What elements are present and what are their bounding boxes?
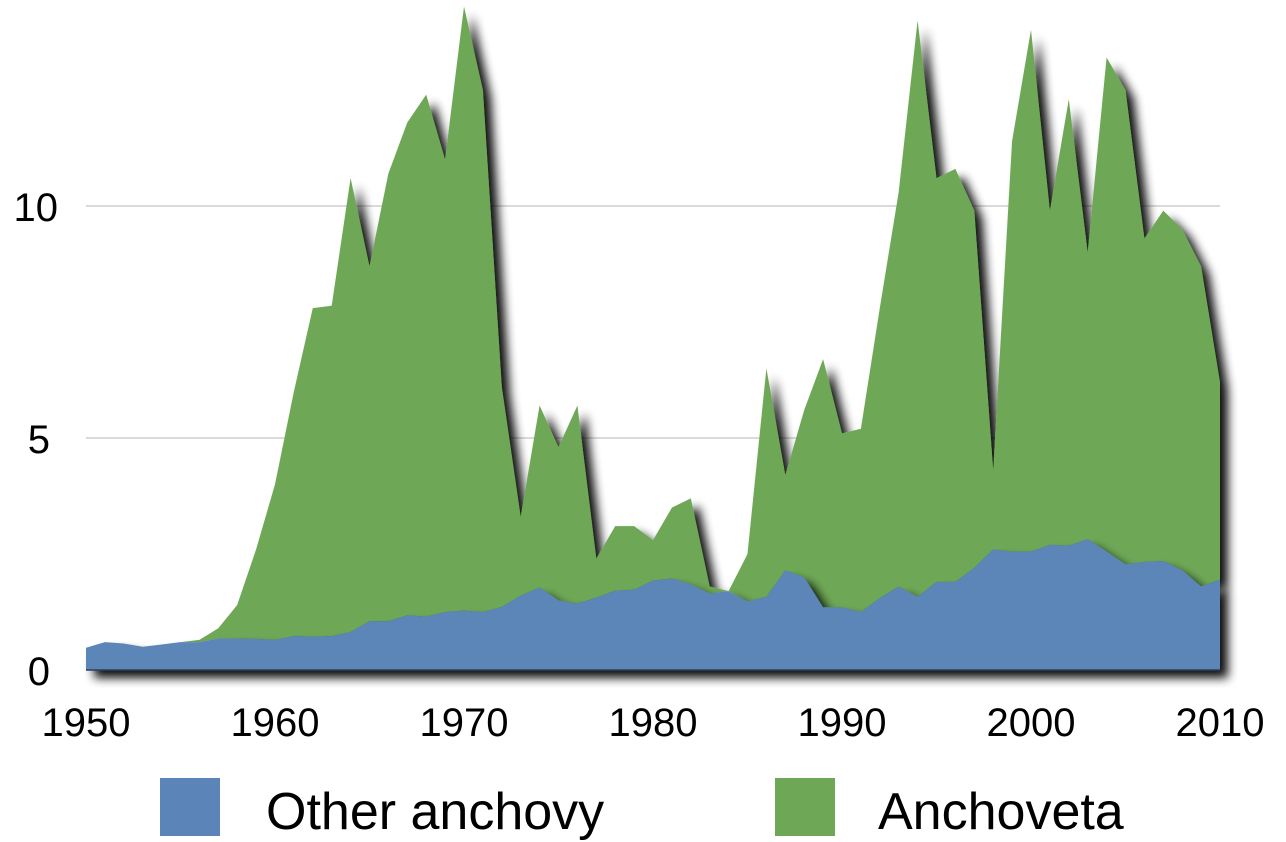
x-tick-label: 2010 bbox=[1176, 701, 1265, 745]
x-tick-label: 1970 bbox=[420, 701, 509, 745]
y-tick-label: 0 bbox=[28, 650, 50, 694]
x-tick-label: 1990 bbox=[798, 701, 887, 745]
y-tick-label: 10 bbox=[14, 186, 59, 230]
legend-label-other-anchovy: Other anchovy bbox=[266, 783, 604, 841]
y-tick-label: 5 bbox=[28, 418, 50, 462]
x-tick-label: 2000 bbox=[987, 701, 1076, 745]
x-axis-ticks: 1950 1960 1970 1980 1990 2000 2010 bbox=[42, 701, 1265, 745]
legend-swatch-other-anchovy bbox=[160, 778, 220, 836]
area-anchoveta bbox=[86, 6, 1220, 648]
x-tick-label: 1960 bbox=[231, 701, 320, 745]
areas bbox=[86, 6, 1220, 671]
x-tick-label: 1980 bbox=[609, 701, 698, 745]
area-other-anchovy bbox=[86, 539, 1220, 670]
y-axis-ticks: 0 5 10 bbox=[14, 186, 59, 694]
legend-swatch-anchoveta bbox=[775, 778, 835, 836]
legend: Other anchovy Anchoveta bbox=[160, 778, 1124, 841]
legend-label-anchoveta: Anchoveta bbox=[878, 783, 1124, 841]
x-tick-label: 1950 bbox=[42, 701, 131, 745]
